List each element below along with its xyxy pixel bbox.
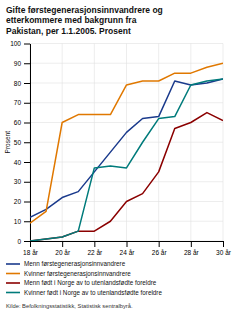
y-tick-mark xyxy=(24,221,30,222)
y-tick-mark xyxy=(24,142,30,143)
legend-swatch xyxy=(6,263,20,265)
x-tick: 24 år xyxy=(120,241,136,256)
y-tick-label: 100 xyxy=(10,40,21,47)
y-tick-label: 60 xyxy=(14,119,22,126)
legend-swatch xyxy=(6,282,20,284)
legend-item: Kvinner førstegenerasjonsinnvandrere xyxy=(6,270,131,278)
legend-label: Kvinner førstegenerasjonsinnvandrere xyxy=(24,270,131,278)
x-tick: 28 år xyxy=(184,241,200,256)
y-tick: 50 xyxy=(14,139,30,146)
y-tick: 90 xyxy=(14,60,30,67)
y-tick-mark xyxy=(24,241,30,242)
legend: Menn førstegenerasjonsinnvandrere Kvinner… xyxy=(6,260,162,297)
legend-label: Menn førstegenerasjonsinnvandrere xyxy=(24,260,126,268)
y-tick-mark xyxy=(24,83,30,84)
y-tick: 60 xyxy=(14,119,30,126)
x-tick-label: 28 år xyxy=(184,249,200,256)
y-tick-mark xyxy=(24,162,30,163)
y-tick-label: 30 xyxy=(14,178,22,185)
legend-label: Kvinner født i Norge av to utenlandsfødt… xyxy=(24,289,162,297)
title-line: Pakistan, per 1.1.2005. Prosent xyxy=(6,26,131,36)
x-tick-label: 24 år xyxy=(120,249,136,256)
x-tick-mark xyxy=(223,241,224,247)
source: Kilde: Befolkningsstatistikk, Statistisk… xyxy=(6,303,133,309)
x-tick-mark xyxy=(159,241,160,247)
y-tick-mark xyxy=(24,182,30,183)
y-tick-mark xyxy=(24,202,30,203)
grid-line-x xyxy=(62,44,63,242)
y-tick: 80 xyxy=(14,80,30,87)
y-axis-label: Prosent xyxy=(4,131,11,154)
series-line xyxy=(30,113,223,241)
y-tick-label: 70 xyxy=(14,99,22,106)
grid-line-x xyxy=(223,44,224,242)
legend-swatch xyxy=(6,292,20,294)
y-tick: 70 xyxy=(14,99,30,106)
y-tick-mark xyxy=(24,123,30,124)
series-line xyxy=(30,63,223,223)
y-tick-label: 50 xyxy=(14,139,22,146)
y-tick-mark xyxy=(24,103,30,104)
x-tick-label: 22 år xyxy=(87,249,103,256)
legend-item: Menn født i Norge av to utenlandsfødte f… xyxy=(6,279,157,287)
y-tick-label: 40 xyxy=(14,159,22,166)
title: Gifte førstegenerasjonsinnvandrere ogett… xyxy=(6,5,163,36)
x-tick-mark xyxy=(30,241,31,247)
plot: 18 år 20 år 22 år 24 år 26 år 28 år 30 år 0 10 20… xyxy=(10,40,232,256)
y-tick-mark xyxy=(24,44,30,45)
title-line: Gifte førstegenerasjonsinnvandrere og xyxy=(6,5,163,15)
y-tick-label: 90 xyxy=(14,60,22,67)
y-axis: 0 10 20 30 40 50 60 70 80 90 100 xyxy=(10,40,30,245)
grid-line-x xyxy=(94,44,95,242)
x-tick-label: 30 år xyxy=(216,249,232,256)
x-tick-label: 18 år xyxy=(23,249,39,256)
grid-line-x xyxy=(158,44,159,242)
y-tick-mark xyxy=(24,63,30,64)
title-line: etterkommere med bakgrunn fra xyxy=(6,15,137,25)
legend-swatch xyxy=(6,273,20,275)
y-tick: 20 xyxy=(14,198,30,205)
x-tick: 30 år xyxy=(216,241,232,256)
x-tick-mark xyxy=(191,241,192,247)
y-tick: 100 xyxy=(10,40,30,47)
legend-item: Kvinner født i Norge av to utenlandsfødt… xyxy=(6,289,162,297)
grid-line-x xyxy=(126,44,127,242)
y-tick: 30 xyxy=(14,178,30,185)
x-axis: 18 år 20 år 22 år 24 år 26 år 28 år 30 år xyxy=(23,241,232,256)
y-tick: 10 xyxy=(14,218,30,225)
x-tick: 20 år xyxy=(55,241,71,256)
x-tick-label: 26 år xyxy=(152,249,168,256)
x-tick-mark xyxy=(94,241,95,247)
y-tick: 40 xyxy=(14,159,30,166)
y-tick-label: 20 xyxy=(14,198,22,205)
x-tick: 26 år xyxy=(152,241,168,256)
x-tick-mark xyxy=(62,241,63,247)
series-line xyxy=(30,79,223,241)
y-axis-line xyxy=(30,44,31,242)
chart: Gifte førstegenerasjonsinnvandrere ogett… xyxy=(0,0,235,312)
y-tick: 0 xyxy=(17,238,30,245)
grid xyxy=(30,44,223,242)
x-tick-label: 20 år xyxy=(55,249,71,256)
legend-label: Menn født i Norge av to utenlandsfødte f… xyxy=(24,279,157,287)
lines xyxy=(30,63,223,241)
x-tick: 22 år xyxy=(87,241,103,256)
y-tick-label: 80 xyxy=(14,80,22,87)
y-tick-label: 10 xyxy=(14,218,22,225)
legend-item: Menn førstegenerasjonsinnvandrere xyxy=(6,260,126,268)
y-tick-label: 0 xyxy=(17,238,21,245)
x-tick-mark xyxy=(127,241,128,247)
series-line xyxy=(30,79,223,217)
x-tick: 18 år xyxy=(23,241,39,256)
